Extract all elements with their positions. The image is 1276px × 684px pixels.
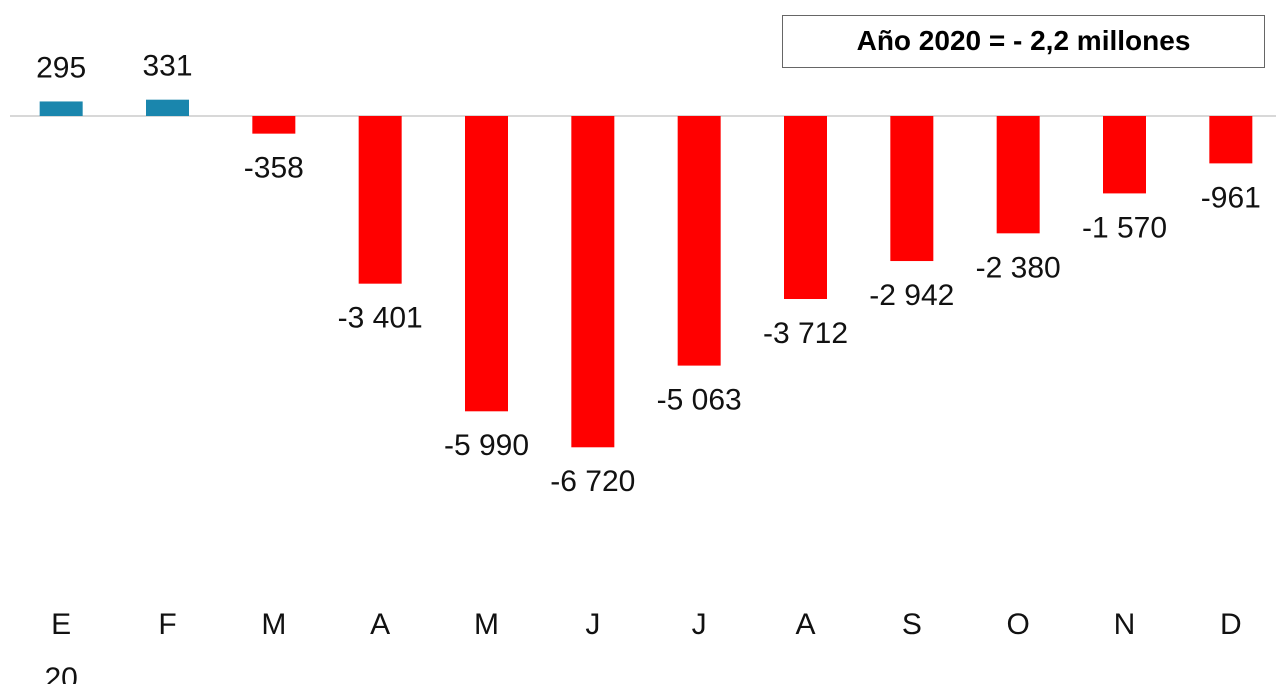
bar xyxy=(252,116,296,134)
value-label: -5 063 xyxy=(657,384,742,417)
x-tick-label: N xyxy=(1113,608,1136,641)
annotation: Año 2020 = - 2,2 millones xyxy=(782,15,1265,68)
value-label: -3 401 xyxy=(338,302,423,335)
value-label: 295 xyxy=(36,51,86,84)
value-label: -2 942 xyxy=(869,279,954,312)
x-tick-label: M xyxy=(261,608,287,641)
x-tick-label: F xyxy=(158,608,177,641)
value-label: -5 990 xyxy=(444,429,529,462)
x-tick-label: S xyxy=(901,608,922,641)
value-label: -3 712 xyxy=(763,317,848,350)
value-label: -1 570 xyxy=(1082,211,1167,244)
bar xyxy=(1209,116,1253,164)
bar xyxy=(39,101,83,116)
bar xyxy=(677,116,721,366)
value-label: -6 720 xyxy=(550,465,635,498)
value-label: -961 xyxy=(1201,181,1261,214)
x-tick-label: A xyxy=(370,608,391,641)
x-tick-label: J xyxy=(691,608,707,641)
bar xyxy=(1103,116,1146,194)
bar xyxy=(996,116,1040,234)
x-tick-label: E 20 xyxy=(44,608,78,684)
bar xyxy=(358,116,402,284)
x-tick-label: O xyxy=(1006,608,1030,641)
value-label: -2 380 xyxy=(976,251,1061,284)
value-label: -358 xyxy=(244,152,304,185)
x-tick-label: J xyxy=(585,608,601,641)
x-tick-label: A xyxy=(795,608,816,641)
x-tick-label: M xyxy=(474,608,499,641)
x-tick-label: D xyxy=(1219,608,1242,641)
bar xyxy=(784,116,827,300)
bar xyxy=(571,116,615,448)
bar xyxy=(465,116,508,412)
bar xyxy=(890,116,934,262)
value-label: 331 xyxy=(142,50,192,83)
bar xyxy=(146,99,189,116)
